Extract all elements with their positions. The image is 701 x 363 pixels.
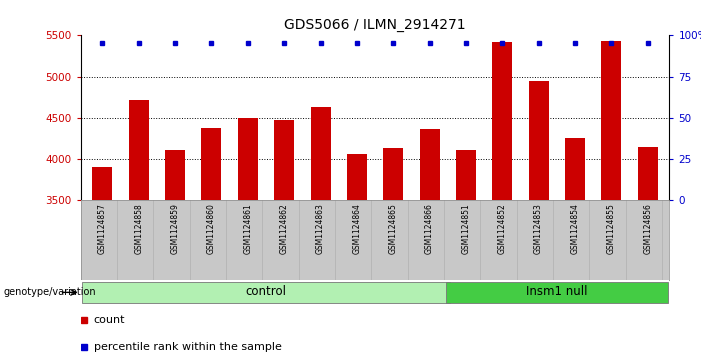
Text: GSM1124854: GSM1124854: [571, 203, 580, 254]
Bar: [529, 81, 549, 200]
Bar: [638, 147, 658, 200]
Text: GSM1124863: GSM1124863: [316, 203, 325, 254]
Bar: [274, 119, 294, 200]
Bar: [492, 42, 512, 200]
Text: GSM1124857: GSM1124857: [98, 203, 107, 254]
Bar: [347, 154, 367, 200]
Text: control: control: [245, 285, 287, 298]
Text: GSM1124856: GSM1124856: [643, 203, 652, 254]
Bar: [420, 130, 440, 200]
Bar: [129, 100, 149, 200]
Text: GSM1124851: GSM1124851: [461, 203, 470, 253]
Text: Insm1 null: Insm1 null: [526, 285, 587, 298]
Text: GSM1124852: GSM1124852: [498, 203, 507, 253]
Text: count: count: [94, 315, 125, 325]
Text: GSM1124865: GSM1124865: [389, 203, 397, 254]
Bar: [83, 282, 449, 303]
Bar: [601, 41, 621, 200]
Bar: [165, 150, 185, 200]
Text: GSM1124859: GSM1124859: [170, 203, 179, 254]
Text: GSM1124858: GSM1124858: [135, 203, 143, 253]
Bar: [93, 167, 112, 200]
Text: GSM1124864: GSM1124864: [353, 203, 361, 254]
Bar: [383, 148, 403, 200]
Title: GDS5066 / ILMN_2914271: GDS5066 / ILMN_2914271: [284, 17, 466, 32]
Bar: [311, 107, 330, 200]
Bar: [456, 150, 476, 200]
Bar: [238, 118, 258, 200]
Text: GSM1124866: GSM1124866: [425, 203, 434, 254]
Text: GSM1124862: GSM1124862: [280, 203, 289, 253]
Bar: [565, 138, 585, 200]
Bar: [201, 128, 222, 200]
Text: GSM1124861: GSM1124861: [243, 203, 252, 253]
Text: genotype/variation: genotype/variation: [4, 287, 96, 297]
Text: GSM1124860: GSM1124860: [207, 203, 216, 254]
Text: GSM1124853: GSM1124853: [534, 203, 543, 254]
Text: GSM1124855: GSM1124855: [607, 203, 615, 254]
Bar: [446, 282, 667, 303]
Text: percentile rank within the sample: percentile rank within the sample: [94, 342, 282, 352]
